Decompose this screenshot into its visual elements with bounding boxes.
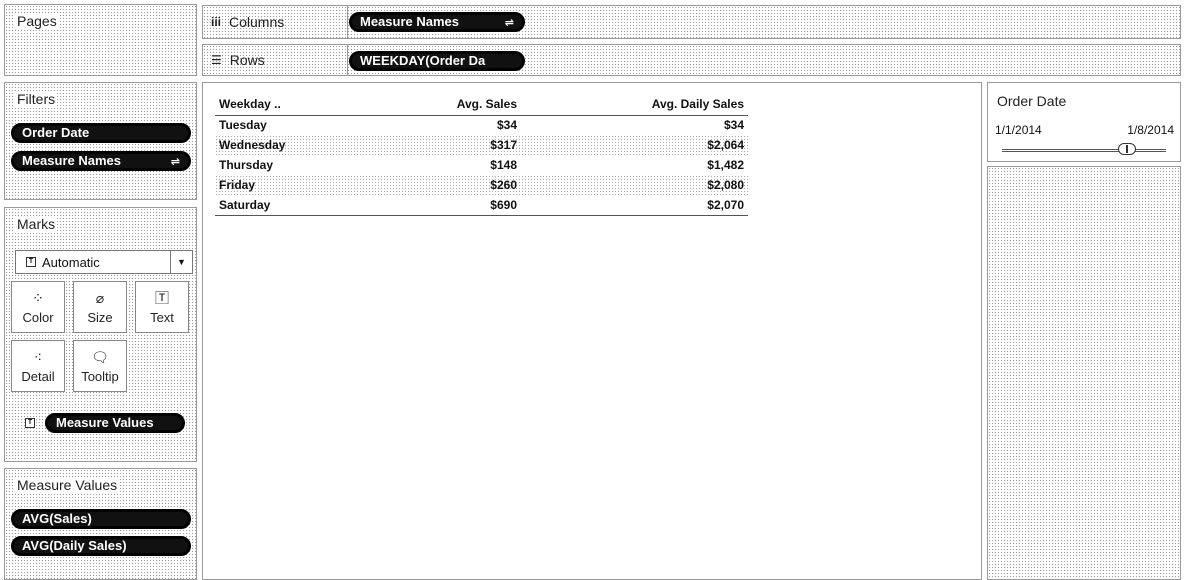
size-button[interactable]: ⌀ Size bbox=[73, 281, 127, 333]
text-encoding-icon: T bbox=[25, 418, 35, 428]
cell-weekday: Saturday bbox=[215, 195, 335, 216]
cell-avg-daily-sales: $2,064 bbox=[521, 135, 748, 155]
color-label: Color bbox=[22, 310, 54, 325]
color-button[interactable]: ⁘ Color bbox=[11, 281, 65, 333]
table-row[interactable]: Friday $260 $2,080 bbox=[215, 175, 748, 195]
columns-label: Columns bbox=[229, 14, 285, 30]
data-table: Weekday .. Avg. Sales Avg. Daily Sales T… bbox=[215, 93, 748, 216]
date-slider-track[interactable] bbox=[1002, 149, 1166, 152]
text-label: Text bbox=[150, 310, 174, 325]
cell-avg-daily-sales: $2,070 bbox=[521, 195, 748, 216]
filter-pill-measure-names[interactable]: Measure Names ⇌ bbox=[11, 151, 191, 171]
table-row[interactable]: Wednesday $317 $2,064 bbox=[215, 135, 748, 155]
legend-area bbox=[987, 166, 1181, 580]
rows-shelf[interactable]: ☰ Rows WEEKDAY(Order Da bbox=[202, 44, 1181, 76]
cell-avg-sales: $34 bbox=[496, 118, 517, 133]
measure-pill-label: AVG(Sales) bbox=[22, 511, 92, 526]
cell-avg-sales: $317 bbox=[335, 135, 521, 155]
filter-pill-label: Order Date bbox=[22, 125, 90, 140]
pages-shelf[interactable]: Pages bbox=[4, 4, 197, 76]
filter-start-date: 1/1/2014 bbox=[995, 123, 1042, 137]
filter-end-date: 1/8/2014 bbox=[1127, 123, 1174, 137]
tooltip-icon: 🗨 bbox=[91, 349, 109, 365]
cell-avg-sales: $148 bbox=[490, 158, 517, 172]
size-label: Size bbox=[87, 310, 113, 325]
cell-avg-daily-sales: $34 bbox=[723, 118, 744, 133]
columns-shelf-label: iii Columns bbox=[203, 6, 348, 38]
measure-pill-avg-daily-sales[interactable]: AVG(Daily Sales) bbox=[11, 536, 191, 556]
tooltip-label: Tooltip bbox=[81, 369, 119, 384]
filters-shelf[interactable]: Filters Order Date Measure Names ⇌ bbox=[4, 82, 197, 200]
marks-title: Marks bbox=[15, 216, 58, 232]
rows-pill-label: WEEKDAY(Order Da bbox=[360, 53, 486, 68]
cell-weekday: Wednesday bbox=[215, 135, 335, 155]
measure-pill-avg-sales[interactable]: AVG(Sales) bbox=[11, 509, 191, 529]
columns-icon: iii bbox=[211, 15, 222, 29]
cell-avg-sales: $690 bbox=[335, 195, 521, 216]
cell-weekday: Thursday bbox=[219, 158, 274, 172]
date-slider-thumb[interactable] bbox=[1117, 143, 1136, 155]
cell-weekday: Friday bbox=[215, 175, 335, 195]
cell-avg-sales: $260 bbox=[335, 175, 521, 195]
text-mark-icon: T bbox=[26, 257, 36, 267]
header-avg-daily-sales[interactable]: Avg. Daily Sales bbox=[521, 93, 748, 116]
table-row[interactable]: Tuesday $34 $34 bbox=[215, 115, 748, 135]
measure-pill-label: AVG(Daily Sales) bbox=[22, 538, 127, 553]
cell-weekday: Tuesday bbox=[219, 118, 267, 133]
text-button[interactable]: 🅃 Text bbox=[135, 281, 189, 333]
table-row[interactable]: Saturday $690 $2,070 bbox=[215, 195, 748, 216]
sort-icon: ⇌ bbox=[170, 156, 180, 168]
cell-avg-daily-sales: $2,080 bbox=[521, 175, 748, 195]
view-canvas[interactable]: Weekday .. Avg. Sales Avg. Daily Sales T… bbox=[202, 82, 982, 580]
order-date-filter-card: Order Date 1/1/2014 1/8/2014 bbox=[987, 82, 1181, 162]
marks-pill-measure-values[interactable]: Measure Values bbox=[45, 413, 185, 433]
table-row[interactable]: Thursday $148 $1,482 bbox=[215, 155, 748, 175]
columns-pill-measure-names[interactable]: Measure Names ⇌ bbox=[349, 12, 525, 32]
measure-values-title: Measure Values bbox=[15, 477, 120, 493]
marks-card: Marks T Automatic ▼ ⁘ Color ⌀ Size 🅃 Tex… bbox=[4, 207, 197, 462]
detail-icon: ⁖ bbox=[33, 349, 43, 365]
header-avg-sales[interactable]: Avg. Sales bbox=[335, 93, 521, 116]
cell-avg-daily-sales: $1,482 bbox=[707, 158, 744, 172]
detail-button[interactable]: ⁖ Detail bbox=[11, 340, 65, 392]
rows-shelf-label: ☰ Rows bbox=[203, 45, 348, 75]
mark-type-label: Automatic bbox=[42, 254, 100, 270]
color-icon: ⁘ bbox=[32, 290, 44, 306]
columns-pill-label: Measure Names bbox=[360, 14, 459, 29]
text-icon: 🅃 bbox=[155, 290, 169, 306]
order-date-filter-title: Order Date bbox=[995, 93, 1069, 109]
filter-pill-order-date[interactable]: Order Date bbox=[11, 123, 191, 143]
size-icon: ⌀ bbox=[95, 290, 105, 306]
table-header-row: Weekday .. Avg. Sales Avg. Daily Sales bbox=[215, 93, 748, 116]
chevron-down-icon[interactable]: ▼ bbox=[170, 251, 192, 273]
header-weekday[interactable]: Weekday .. bbox=[215, 93, 335, 116]
filters-title: Filters bbox=[15, 91, 58, 107]
measure-values-card[interactable]: Measure Values AVG(Sales) AVG(Daily Sale… bbox=[4, 468, 197, 580]
rows-icon: ☰ bbox=[211, 53, 222, 67]
pages-title: Pages bbox=[15, 13, 59, 29]
marks-pill-label: Measure Values bbox=[56, 415, 154, 430]
filter-pill-label: Measure Names bbox=[22, 153, 121, 168]
sort-icon: ⇌ bbox=[504, 17, 514, 29]
mark-type-dropdown[interactable]: T Automatic ▼ bbox=[15, 250, 193, 274]
rows-pill-weekday[interactable]: WEEKDAY(Order Da bbox=[349, 51, 525, 71]
tooltip-button[interactable]: 🗨 Tooltip bbox=[73, 340, 127, 392]
detail-label: Detail bbox=[21, 369, 55, 384]
columns-shelf[interactable]: iii Columns Measure Names ⇌ bbox=[202, 5, 1181, 39]
rows-label: Rows bbox=[229, 52, 265, 68]
